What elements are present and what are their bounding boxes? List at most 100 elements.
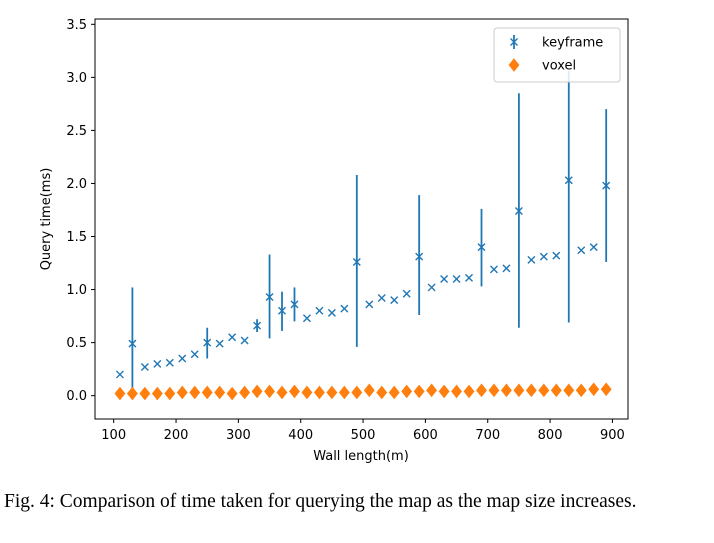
voxel-point (538, 383, 550, 398)
legend: keyframe voxel (493, 27, 621, 83)
keyframe-point (452, 274, 461, 283)
voxel-point (338, 385, 350, 400)
voxel-point (351, 385, 363, 400)
keyframe-point (327, 308, 336, 317)
keyframe-point (465, 273, 474, 282)
voxel-point (251, 384, 263, 399)
keyframe-point (178, 354, 187, 363)
y-tick-label: 0.5 (66, 336, 87, 351)
voxel-point (588, 382, 600, 397)
data-points (114, 176, 612, 401)
voxel-point (151, 386, 163, 401)
keyframe-point (165, 358, 174, 367)
keyframe-point (215, 339, 224, 348)
y-axis-ticks: 0.0 0.5 1.0 1.5 2.0 2.5 3.0 3.5 (66, 18, 95, 404)
legend-voxel-marker (508, 58, 520, 72)
keyframe-point (377, 294, 386, 303)
query-time-chart: 100 200 300 400 500 600 700 800 900 0.0 0.5 1.0 1.5… (39, 18, 629, 464)
voxel-point (600, 382, 612, 397)
figure-caption: Fig. 4: Comparison of time taken for que… (4, 491, 637, 512)
keyframe-point (564, 176, 573, 185)
x-tick-label: 800 (538, 428, 563, 443)
keyframe-point (477, 243, 486, 252)
keyframe-point (502, 264, 511, 273)
y-tick-label: 0.0 (66, 389, 87, 404)
voxel-point (276, 385, 288, 400)
y-tick-label: 2.5 (66, 124, 87, 139)
keyframe-point (390, 296, 399, 305)
keyframe-point (340, 304, 349, 313)
y-tick-label: 1.0 (66, 283, 87, 298)
voxel-point (126, 386, 138, 401)
x-tick-label: 700 (475, 428, 500, 443)
keyframe-point (290, 300, 299, 309)
keyframe-point (128, 339, 137, 348)
keyframe-point (440, 274, 449, 283)
keyframe-point (153, 359, 162, 368)
voxel-point (388, 385, 400, 400)
voxel-point (463, 384, 475, 399)
keyframe-point (203, 338, 212, 347)
voxel-point (563, 383, 575, 398)
keyframe-point (602, 181, 611, 190)
keyframe-point (228, 333, 237, 342)
voxel-point (301, 385, 313, 400)
keyframe-point (415, 252, 424, 261)
keyframe-point (552, 251, 561, 260)
voxel-point (189, 385, 201, 400)
x-tick-label: 500 (351, 428, 376, 443)
voxel-point (476, 383, 487, 398)
keyframe-point (240, 336, 249, 345)
x-tick-label: 100 (101, 428, 126, 443)
keyframe-point (402, 289, 411, 298)
x-tick-label: 400 (288, 428, 313, 443)
legend-keyframe-label: keyframe (542, 36, 603, 51)
voxel-point (513, 383, 525, 398)
voxel-point (363, 383, 375, 398)
voxel-point (289, 384, 300, 399)
voxel-point (438, 384, 450, 399)
keyframe-point (352, 257, 361, 266)
x-axis-label: Wall length(m) (313, 449, 409, 464)
voxel-point (426, 383, 438, 398)
plot-area (95, 19, 628, 419)
voxel-point (313, 385, 325, 400)
keyframe-point (140, 363, 149, 372)
voxel-point (176, 385, 188, 400)
voxel-point (575, 383, 587, 398)
voxel-point (550, 383, 562, 398)
y-tick-label: 3.5 (66, 18, 87, 33)
keyframe-point (365, 300, 374, 309)
voxel-point (413, 384, 425, 399)
y-tick-label: 3.0 (66, 71, 87, 86)
keyframe-point (489, 265, 498, 274)
keyframe-point (527, 255, 536, 264)
keyframe-point (315, 306, 324, 315)
keyframe-point (514, 207, 523, 216)
keyframe-point (302, 314, 311, 323)
keyframe-point (589, 243, 598, 252)
voxel-point (201, 385, 213, 400)
x-tick-label: 200 (164, 428, 189, 443)
keyframe-point (577, 246, 586, 255)
plot-frame (94, 18, 629, 420)
keyframe-point (190, 350, 199, 359)
voxel-point (376, 385, 388, 400)
voxel-point (525, 383, 537, 398)
legend-keyframe-marker (510, 38, 518, 46)
voxel-point (500, 383, 512, 398)
voxel-point (164, 386, 176, 401)
keyframe-point (278, 306, 287, 315)
y-axis-label: Query time(ms) (39, 168, 54, 271)
y-tick-label: 1.5 (66, 230, 87, 245)
keyframe-point (253, 321, 262, 330)
keyframe-point (265, 292, 274, 301)
x-axis-ticks: 100 200 300 400 500 600 700 800 900 (101, 419, 625, 443)
legend-voxel-label: voxel (542, 59, 576, 74)
voxel-point (401, 384, 413, 399)
y-tick-label: 2.0 (66, 177, 87, 192)
legend-box (493, 27, 621, 83)
voxel-point (114, 386, 126, 401)
x-tick-label: 300 (226, 428, 251, 443)
voxel-point (488, 383, 500, 398)
